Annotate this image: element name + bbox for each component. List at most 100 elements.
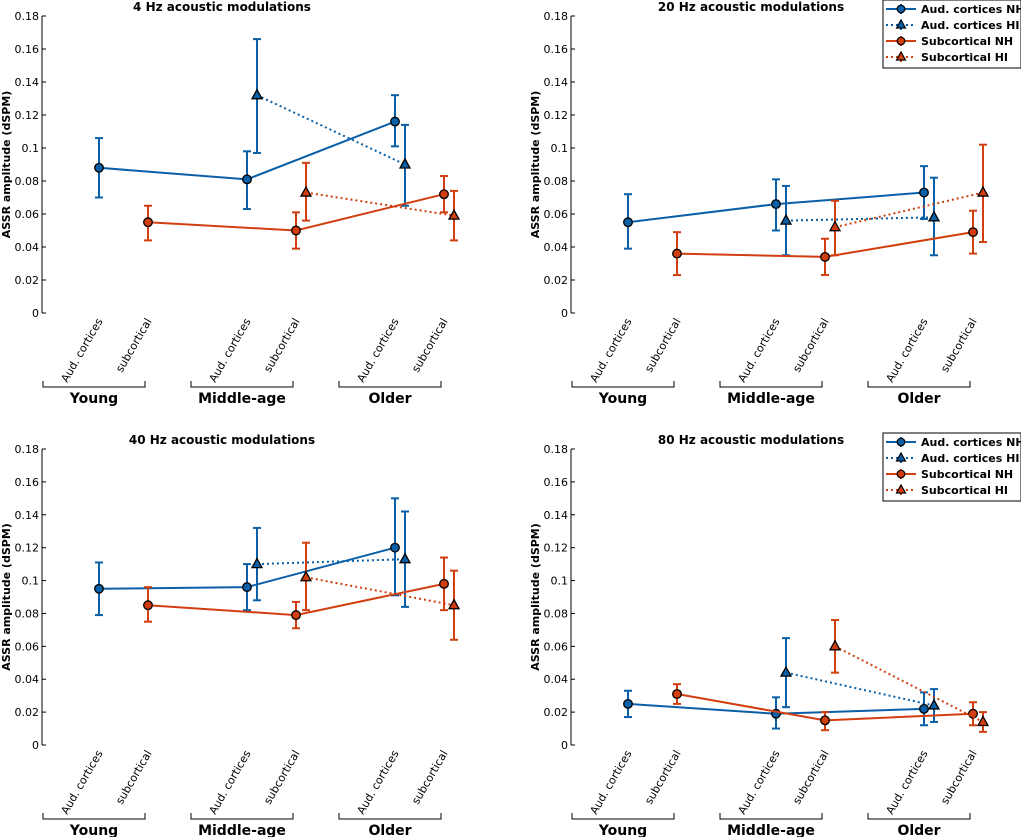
y-tick-label: 0 (32, 739, 39, 752)
series-line (785, 216, 935, 222)
y-tick-label: 0.08 (15, 607, 40, 620)
x-category-label: Aud. cortices (206, 316, 253, 385)
data-point (968, 708, 978, 719)
y-axis-label: ASSR amplitude (dSPM) (529, 523, 542, 671)
y-tick-label: 0 (32, 307, 39, 320)
data-point (976, 715, 990, 727)
data-point (672, 248, 682, 259)
group-bracket (719, 813, 823, 820)
data-point (976, 185, 990, 197)
x-category-label: subcortical (113, 748, 154, 807)
x-category-label: Aud. cortices (206, 748, 253, 817)
y-tick-label: 0.02 (15, 274, 40, 287)
y-tick-label: 0.18 (15, 443, 40, 456)
group-label: Older (897, 391, 940, 407)
data-point (828, 220, 842, 232)
data-point (250, 557, 264, 569)
group-bracket (190, 813, 294, 820)
data-point (623, 217, 633, 228)
group-bracket (190, 381, 294, 388)
x-category-label: Aud. cortices (587, 316, 634, 385)
y-tick-label: 0.08 (544, 175, 569, 188)
y-tick-label: 0.16 (15, 476, 40, 489)
y-tick-label: 0.16 (544, 43, 569, 56)
legend-label: Subcortical HI (921, 51, 1008, 64)
group-label: Older (368, 391, 411, 407)
x-category-label: Aud. cortices (883, 748, 930, 817)
x-category-label: subcortical (790, 316, 831, 375)
x-category-label: subcortical (790, 748, 831, 807)
series-line (785, 671, 935, 707)
group-label: Young (69, 391, 118, 407)
y-tick-label: 0.16 (544, 476, 569, 489)
x-category-label: subcortical (261, 748, 302, 807)
group-label: Middle-age (727, 391, 815, 407)
group-bracket (867, 381, 971, 388)
group-label: Older (368, 823, 411, 837)
chart-title: 20 Hz acoustic modulations (658, 0, 844, 14)
legend-label: Aud. cortices HI (921, 19, 1019, 32)
series-line (256, 558, 406, 566)
y-tick-label: 0.02 (544, 274, 569, 287)
data-point (390, 542, 400, 553)
legend-marker (896, 469, 906, 479)
chart-title: 40 Hz acoustic modulations (129, 433, 315, 447)
x-category-label: Aud. cortices (354, 316, 401, 385)
series-line (256, 94, 406, 166)
y-tick-label: 0.02 (15, 706, 40, 719)
legend: Aud. cortices NH Aud. cortices HI Subcorti… (882, 0, 1021, 69)
group-label: Middle-age (198, 391, 286, 407)
chart-panel-4: 80 Hz acoustic modulations 0 0.02 0.04 0.06 0… (529, 432, 1021, 837)
x-category-label: Aud. cortices (354, 748, 401, 817)
y-tick-label: 0.04 (15, 241, 40, 254)
y-tick-label: 0 (561, 307, 568, 320)
legend-label: Aud. cortices NH (921, 436, 1021, 449)
data-point (390, 116, 400, 127)
group-label: Middle-age (198, 823, 286, 837)
x-category-label: Aud. cortices (735, 748, 782, 817)
data-point (143, 217, 153, 228)
x-category-label: Aud. cortices (587, 748, 634, 817)
legend: Aud. cortices NH Aud. cortices HI Subcorti… (882, 432, 1021, 502)
data-point (447, 208, 461, 220)
legend-marker (896, 4, 906, 14)
data-point (623, 698, 633, 709)
data-point (398, 552, 412, 564)
data-point (291, 610, 301, 621)
data-point (94, 583, 104, 594)
x-category-label: subcortical (938, 748, 979, 807)
y-tick-label: 0.18 (544, 10, 569, 23)
data-point (828, 639, 842, 651)
legend-label: Aud. cortices NH (921, 3, 1021, 16)
y-tick-label: 0.1 (22, 142, 40, 155)
data-point (672, 689, 682, 699)
y-tick-label: 0.06 (15, 208, 40, 221)
data-point (242, 174, 252, 185)
group-bracket (338, 813, 442, 820)
x-category-label: Aud. cortices (58, 748, 105, 817)
x-category-label: subcortical (409, 748, 450, 807)
data-point (242, 582, 252, 593)
legend-marker (895, 451, 907, 462)
x-category-label: subcortical (409, 316, 450, 375)
legend-marker (895, 18, 907, 29)
y-tick-label: 0.04 (544, 673, 569, 686)
y-tick-label: 0.14 (15, 76, 40, 89)
y-tick-label: 0.12 (544, 542, 569, 555)
data-point (779, 665, 793, 677)
data-point (779, 213, 793, 225)
y-axis-label: ASSR amplitude (dSPM) (0, 91, 13, 239)
y-tick-label: 0.12 (15, 542, 40, 555)
x-category-label: subcortical (113, 316, 154, 375)
legend-marker (896, 36, 906, 46)
group-bracket (42, 381, 146, 388)
data-point (299, 570, 313, 582)
y-tick-label: 0.14 (15, 509, 40, 522)
group-label: Older (897, 823, 940, 837)
y-tick-label: 0.18 (15, 10, 40, 23)
y-tick-label: 0.1 (551, 575, 569, 588)
y-axis-label: ASSR amplitude (dSPM) (0, 523, 13, 671)
legend-label: Aud. cortices HI (921, 452, 1019, 465)
data-point (439, 578, 449, 589)
